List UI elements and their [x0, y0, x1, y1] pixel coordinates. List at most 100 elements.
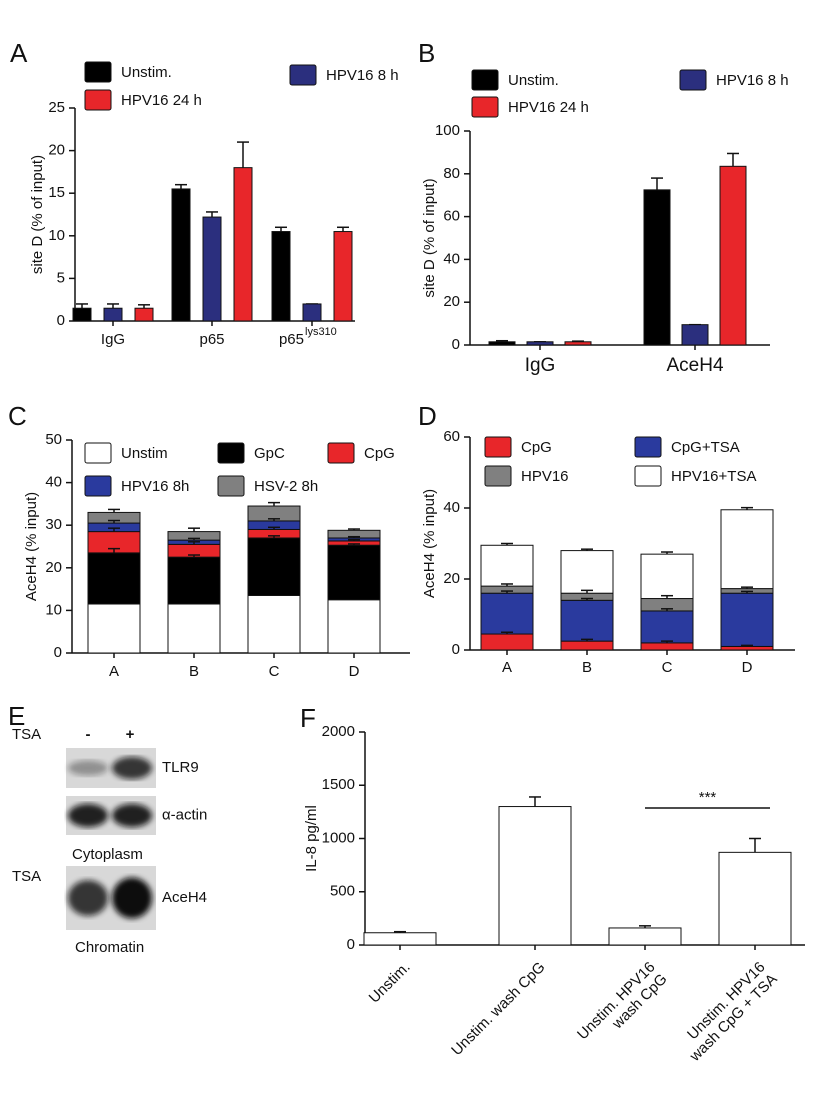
- x-tick-label: p65: [199, 331, 224, 348]
- x-tick-superscript: lys310: [305, 326, 337, 338]
- legend-label: HPV16 8 h: [716, 72, 789, 89]
- bar: [72, 307, 92, 322]
- legend-label: CpG: [521, 439, 552, 456]
- x-tick-label: A: [502, 659, 512, 676]
- legend-label: HPV16: [521, 468, 569, 485]
- blot-band: [68, 803, 108, 828]
- bar-segment: [720, 509, 774, 590]
- treatment-label: TSA: [12, 868, 41, 885]
- y-tick-label: 15: [48, 184, 65, 201]
- y-tick-label: 40: [443, 250, 460, 267]
- band-label: AceH4: [162, 889, 207, 906]
- legend-swatch: [634, 465, 662, 487]
- bar: [564, 341, 592, 346]
- legend-swatch: [679, 69, 707, 91]
- bar: [718, 851, 792, 946]
- panel-letter: F: [300, 703, 316, 733]
- legend-label: HSV-2 8h: [254, 478, 318, 495]
- bar: [681, 324, 709, 346]
- lane-label: -: [86, 726, 91, 743]
- blot-band: [68, 880, 108, 916]
- legend-label: HPV16 24 h: [508, 99, 589, 116]
- y-tick-label: 40: [443, 499, 460, 516]
- bar-segment: [327, 599, 381, 654]
- legend-label: HPV16 24 h: [121, 92, 202, 109]
- bar-segment: [247, 594, 301, 654]
- bar: [103, 307, 123, 322]
- bar: [333, 231, 353, 322]
- y-tick-label: 40: [45, 474, 62, 491]
- bar-segment: [480, 592, 534, 635]
- blot-band: [112, 756, 152, 780]
- bar: [643, 189, 671, 346]
- legend-swatch: [84, 475, 112, 497]
- bar-segment: [720, 645, 774, 651]
- bar: [363, 932, 437, 946]
- y-axis-label: site D (% of input): [29, 155, 46, 274]
- bar-segment: [560, 640, 614, 651]
- x-tick-label: D: [742, 659, 753, 676]
- bar-segment: [480, 544, 534, 587]
- bar: [134, 307, 154, 322]
- y-tick-label: 20: [45, 559, 62, 576]
- y-tick-label: 100: [435, 122, 460, 139]
- legend-label: HPV16+TSA: [671, 468, 756, 485]
- bar: [498, 806, 572, 946]
- bar-segment: [167, 556, 221, 605]
- legend-swatch: [84, 442, 112, 464]
- y-axis-label: site D (% of input): [421, 178, 438, 297]
- legend-swatch: [84, 61, 112, 83]
- legend-swatch: [484, 465, 512, 487]
- bar-segment: [640, 553, 694, 600]
- panel-letter: C: [8, 401, 27, 431]
- bar-segment: [560, 550, 614, 594]
- treatment-label: TSA: [12, 726, 41, 743]
- bar: [302, 303, 322, 322]
- legend-swatch: [327, 442, 355, 464]
- y-tick-label: 20: [443, 570, 460, 587]
- bar: [608, 927, 682, 946]
- x-tick-label: C: [662, 659, 673, 676]
- y-axis-label: IL-8 pg/ml: [303, 805, 320, 872]
- y-tick-label: 20: [443, 293, 460, 310]
- bar: [488, 341, 516, 346]
- y-tick-label: 0: [54, 644, 62, 661]
- blot-band: [112, 877, 152, 919]
- y-tick-label: 60: [443, 208, 460, 225]
- y-tick-label: 0: [452, 641, 460, 658]
- y-tick-label: 1500: [322, 776, 355, 793]
- y-tick-label: 2000: [322, 723, 355, 740]
- legend-swatch: [471, 69, 499, 91]
- bar: [719, 165, 747, 346]
- y-tick-label: 0: [57, 312, 65, 329]
- legend-swatch: [471, 96, 499, 118]
- y-tick-label: 0: [347, 936, 355, 953]
- y-tick-label: 5: [57, 269, 65, 286]
- legend-swatch: [634, 436, 662, 458]
- bar-segment: [480, 633, 534, 651]
- y-tick-label: 1000: [322, 829, 355, 846]
- bar-segment: [327, 544, 381, 601]
- bar-segment: [560, 599, 614, 642]
- blot-band: [68, 760, 108, 776]
- y-tick-label: 50: [45, 431, 62, 448]
- y-tick-label: 20: [48, 142, 65, 159]
- y-tick-label: 10: [45, 601, 62, 618]
- legend-swatch: [289, 64, 317, 86]
- legend-swatch: [217, 442, 245, 464]
- panel-letter: A: [10, 38, 28, 68]
- x-tick-label: Unstim.: [366, 959, 414, 1007]
- x-tick-label: A: [109, 663, 119, 680]
- bar-segment: [87, 552, 141, 605]
- x-tick-label: IgG: [525, 355, 556, 376]
- fraction-label: Chromatin: [75, 939, 144, 956]
- bar-segment: [247, 537, 301, 596]
- legend-label: HPV16 8h: [121, 478, 189, 495]
- y-tick-label: 60: [443, 428, 460, 445]
- legend-label: GpC: [254, 445, 285, 462]
- legend-swatch: [484, 436, 512, 458]
- panel-letter: B: [418, 38, 435, 68]
- y-tick-label: 500: [330, 883, 355, 900]
- bar-segment: [720, 592, 774, 647]
